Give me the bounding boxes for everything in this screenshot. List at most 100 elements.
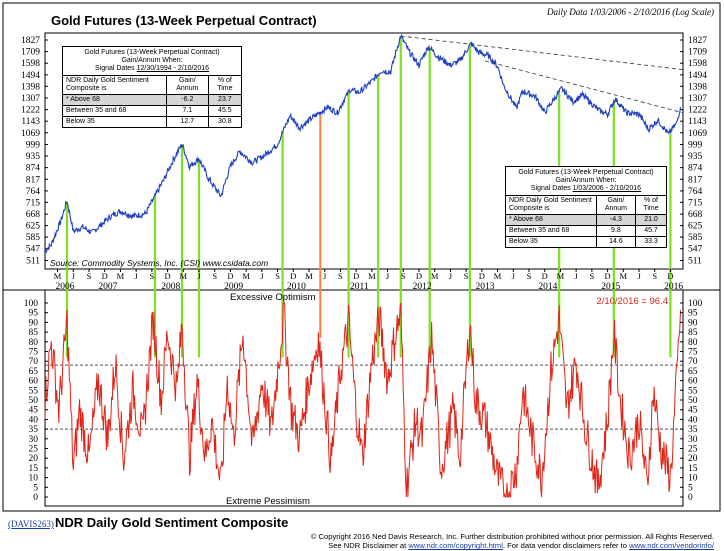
month-tick: M [180,271,188,281]
row-label: * Above 68 [63,94,167,106]
source-note: Source: Commodity Systems, Inc. (CSI) ww… [50,258,268,268]
price-panel-frame [44,32,684,270]
chart-title: Gold Futures (13-Week Perpetual Contract… [51,13,317,28]
signal-label: Signal Dates [530,185,571,193]
outer-frame [2,2,721,512]
row-pct: 33.3 [635,236,666,248]
sentiment-tick-right: 0 [688,493,693,503]
sentiment-tick-right: 20 [688,454,698,464]
vendor-link[interactable]: www.ndr.com/vendorinfo/ [629,541,714,551]
sentiment-tick-right: 95 [688,309,698,319]
month-tick: J [134,271,138,281]
date-range: Daily Data 1/03/2006 - 2/10/2016 (Log Sc… [546,7,714,17]
price-tick-left: 817 [26,175,41,185]
month-tick: D [102,271,108,281]
copyright-link[interactable]: www.ndr.com/copyright.html [408,541,503,551]
sentiment-tick-right: 10 [688,474,698,484]
price-tick-left: 1709 [21,48,40,58]
sentiment-tick-left: 20 [29,454,39,464]
sentiment-tick-right: 50 [688,396,698,406]
price-tick-right: 585 [688,233,703,243]
sentiment-tick-right: 65 [688,367,698,377]
price-tick-right: 1222 [688,106,707,116]
price-tick-left: 1307 [21,94,40,104]
trendline [400,35,684,70]
latest-value-label: 2/10/2016 = 96.4 [596,296,668,307]
price-tick-left: 1143 [21,117,40,127]
col-header-pct: % of Time [207,75,241,95]
sentiment-tick-left: 55 [29,386,39,396]
month-tick: M [117,271,125,281]
sentiment-tick-left: 60 [29,377,39,387]
signal-table-full-history: Gold Futures (13-Week Perpetual Contract… [62,46,242,129]
signal-table-recent: Gold Futures (13-Week Perpetual Contract… [505,166,667,249]
year-label: 2012 [413,282,432,292]
trendlines [400,35,684,114]
month-tick: D [479,271,485,281]
month-tick: D [227,271,233,281]
price-tick-right: 1598 [688,59,707,69]
signal-label: Signal Dates [94,65,135,73]
sentiment-tick-left: 50 [29,396,39,406]
sentiment-tick-left: 25 [29,445,39,455]
sentiment-tick-right: 85 [688,328,698,338]
price-tick-right: 1827 [688,36,707,46]
sentiment-tick-left: 35 [29,425,39,435]
month-tick: J [72,271,76,281]
row-pct: 21.0 [635,214,666,226]
price-tick-right: 935 [688,152,703,162]
month-tick: M [305,271,313,281]
row-gain: -4.3 [595,214,636,226]
price-tick-left: 935 [26,152,41,162]
price-tick-left: 1827 [21,36,40,46]
gold-price-line [44,33,682,254]
price-tick-right: 1398 [688,82,707,92]
signal-dates: 12/30/1994 - 2/10/2016 [136,65,210,73]
year-label: 2013 [476,282,495,292]
footer-title: NDR Daily Gold Sentiment Composite [55,515,289,530]
sentiment-line [44,301,681,498]
sentiment-tick-right: 60 [688,377,698,387]
price-tick-right: 1307 [688,94,707,104]
sentiment-tick-right: 30 [688,435,698,445]
chart-id-link[interactable]: (DAVIS263) [8,519,54,529]
sentiment-tick-right: 15 [688,464,698,474]
month-tick: M [557,271,565,281]
month-tick: D [290,271,296,281]
month-tick: S [401,271,406,281]
price-tick-left: 1598 [21,59,40,69]
row-label: Between 35 and 68 [506,225,597,237]
price-tick-left: 625 [26,222,41,232]
price-tick-right: 1069 [688,129,707,139]
year-label: 2011 [350,282,369,292]
row-pct: 23.7 [207,94,241,106]
sentiment-tick-left: 5 [33,483,38,493]
month-tick: D [542,271,548,281]
month-tick: S [212,271,217,281]
sentiment-tick-left: 80 [29,338,39,348]
sentiment-tick-right: 100 [688,299,703,309]
month-tick: D [605,271,611,281]
price-tick-right: 625 [688,222,703,232]
month-tick: S [149,271,154,281]
month-tick: J [449,271,453,281]
month-tick: J [637,271,641,281]
label-extreme-pessimism: Extreme Pessimism [226,496,310,507]
month-tick: J [197,271,201,281]
price-tick-left: 999 [26,140,41,150]
sentiment-panel-frame [44,289,684,507]
row-label: Between 35 and 68 [63,105,167,117]
vendor-prefix: . For data vendor disclaimers refer to [502,541,628,551]
sentiment-tick-right: 70 [688,357,698,367]
month-tick: M [368,271,376,281]
price-tick-left: 1222 [21,106,40,116]
sentiment-tick-left: 65 [29,367,39,377]
month-tick: J [323,271,327,281]
col-header-pct: % of Time [635,195,666,215]
sentiment-tick-left: 0 [33,493,38,503]
sentiment-tick-left: 70 [29,357,39,367]
price-grid [45,39,683,261]
price-tick-left: 668 [26,210,41,220]
